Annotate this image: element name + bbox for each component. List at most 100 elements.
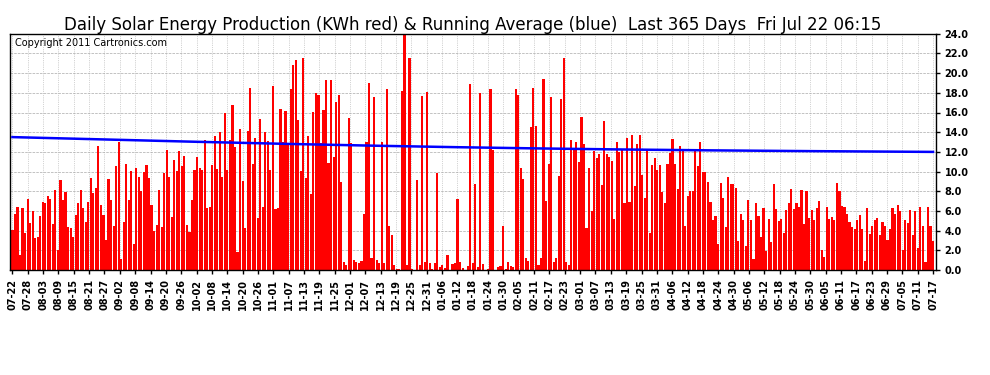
Bar xyxy=(300,171,302,270)
Bar xyxy=(497,267,499,270)
Bar xyxy=(580,117,582,270)
Bar xyxy=(45,202,47,270)
Bar xyxy=(629,202,631,270)
Bar xyxy=(242,182,244,270)
Bar xyxy=(567,265,570,270)
Bar xyxy=(788,203,790,270)
Bar xyxy=(515,89,517,270)
Bar xyxy=(165,150,167,270)
Bar xyxy=(749,220,752,270)
Bar xyxy=(34,238,37,270)
Bar xyxy=(621,150,623,270)
Bar xyxy=(128,200,130,270)
Bar xyxy=(386,89,388,270)
Bar xyxy=(547,164,549,270)
Bar xyxy=(143,172,145,270)
Bar xyxy=(403,34,406,270)
Bar xyxy=(871,225,873,270)
Bar xyxy=(598,154,600,270)
Bar xyxy=(477,267,479,270)
Bar xyxy=(560,99,562,270)
Bar xyxy=(54,190,56,270)
Bar xyxy=(206,208,208,270)
Bar xyxy=(884,226,886,270)
Bar xyxy=(601,184,603,270)
Bar xyxy=(437,173,439,270)
Bar xyxy=(67,227,69,270)
Bar xyxy=(469,84,471,270)
Bar xyxy=(510,266,512,270)
Bar xyxy=(520,168,522,270)
Bar xyxy=(29,223,32,270)
Bar xyxy=(261,207,264,270)
Bar xyxy=(889,229,891,270)
Bar xyxy=(158,190,160,270)
Bar xyxy=(839,191,841,270)
Bar xyxy=(360,261,362,270)
Bar xyxy=(692,191,694,270)
Bar xyxy=(274,209,276,270)
Bar xyxy=(525,258,527,270)
Bar xyxy=(170,217,173,270)
Bar xyxy=(234,147,236,270)
Bar xyxy=(533,88,535,270)
Bar xyxy=(881,222,883,270)
Bar xyxy=(141,191,143,270)
Bar xyxy=(863,261,866,270)
Bar xyxy=(426,92,429,270)
Bar xyxy=(689,190,691,270)
Bar xyxy=(419,266,421,270)
Bar xyxy=(740,213,742,270)
Bar xyxy=(471,263,474,270)
Bar xyxy=(365,142,367,270)
Bar xyxy=(813,220,815,270)
Bar xyxy=(930,226,932,270)
Bar xyxy=(648,234,650,270)
Bar xyxy=(388,226,390,270)
Bar xyxy=(279,110,281,270)
Bar xyxy=(775,209,777,270)
Bar xyxy=(146,165,148,270)
Bar xyxy=(733,184,735,270)
Bar xyxy=(925,262,927,270)
Bar xyxy=(416,180,418,270)
Bar xyxy=(735,188,737,270)
Bar xyxy=(74,215,77,270)
Bar xyxy=(239,129,242,270)
Bar xyxy=(188,232,190,270)
Bar xyxy=(570,140,572,270)
Bar xyxy=(853,229,855,270)
Bar xyxy=(891,208,894,270)
Bar xyxy=(249,88,251,270)
Bar xyxy=(783,232,785,270)
Bar xyxy=(747,200,749,270)
Bar xyxy=(24,233,26,270)
Bar xyxy=(920,207,922,270)
Bar xyxy=(254,138,256,270)
Bar xyxy=(446,255,448,270)
Bar xyxy=(868,234,871,270)
Bar xyxy=(341,182,343,270)
Bar xyxy=(439,267,441,270)
Bar xyxy=(259,119,261,270)
Bar xyxy=(51,224,54,270)
Bar xyxy=(785,210,787,270)
Bar xyxy=(676,189,679,270)
Bar xyxy=(69,228,71,270)
Bar xyxy=(744,246,746,270)
Bar xyxy=(454,263,456,270)
Bar xyxy=(133,244,135,270)
Bar xyxy=(917,248,919,270)
Bar xyxy=(720,183,722,270)
Bar xyxy=(346,266,347,270)
Bar xyxy=(383,263,385,270)
Bar xyxy=(186,225,188,270)
Bar xyxy=(517,95,520,270)
Bar xyxy=(722,198,724,270)
Bar xyxy=(368,83,370,270)
Bar xyxy=(138,177,140,270)
Bar xyxy=(153,231,155,270)
Bar xyxy=(874,220,876,270)
Bar xyxy=(619,152,621,270)
Bar xyxy=(596,159,598,270)
